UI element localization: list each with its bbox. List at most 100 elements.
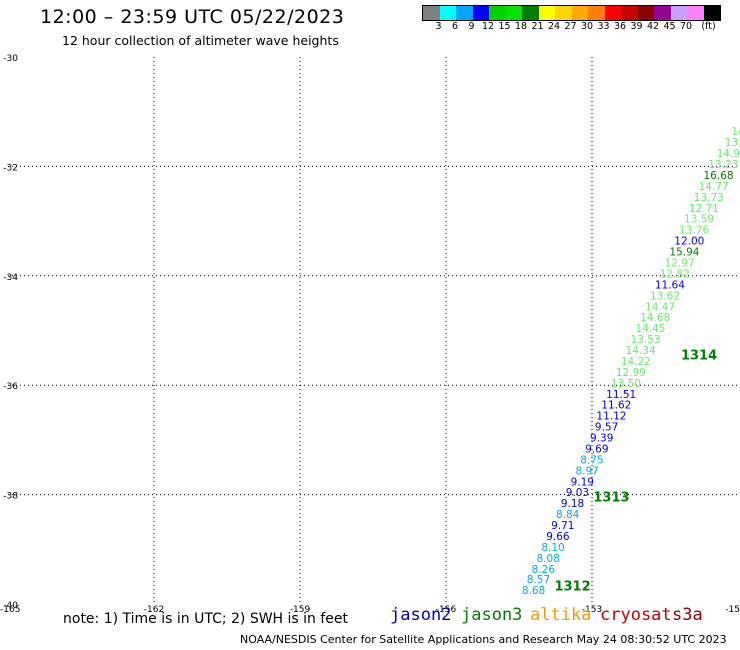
legend-label: 18 [514, 21, 528, 32]
legend-label: 45 [663, 21, 676, 32]
wave-height-value: 12.71 [689, 203, 719, 215]
wave-height-value: 14.77 [699, 181, 729, 193]
wave-height-value: 9.39 [590, 433, 613, 445]
wave-height-value: 8.26 [532, 564, 556, 576]
legend-label: 9 [468, 21, 475, 32]
legend-label: 24 [547, 21, 561, 32]
legend-label: 36 [613, 21, 627, 32]
legend-swatch [621, 6, 638, 20]
legend-swatch [522, 6, 539, 20]
legend-label: 12 [481, 21, 495, 32]
legend-swatch [538, 6, 555, 20]
wave-height-value: 13.50 [611, 378, 641, 390]
legend-label: 30 [580, 21, 594, 32]
lat-tick-label: -36 [3, 382, 18, 392]
wave-height-value: 14.34 [626, 345, 656, 357]
lon-tick-label: -15 [725, 605, 740, 615]
legend-label: 70 [679, 21, 693, 32]
wave-height-value: 11.62 [601, 400, 631, 412]
wave-height-value: 13.73 [694, 192, 724, 204]
mission-jason2: jason2 [390, 605, 452, 625]
wave-height-value: 8.97 [575, 465, 598, 477]
wave-height-value: 14.68 [640, 312, 670, 324]
pass-time-labels: 1312 1313 1314 [554, 348, 717, 594]
wave-height-value: 16.68 [704, 170, 734, 182]
legend-swatch [687, 6, 704, 20]
mission-s3a: s3a [672, 605, 703, 625]
legend-swatch [670, 6, 687, 20]
map-axes: -30 -32 -34 -36 -38 -40-165 -162 -159 -156 -153 -1… [0, 54, 740, 615]
legend-swatch [505, 6, 522, 20]
wave-height-value: 14.22 [621, 356, 651, 368]
legend-swatch [588, 6, 605, 20]
lon-tick-label: -159 [290, 605, 311, 615]
wave-height-value: 9.18 [561, 498, 584, 510]
lat-tick-label: -38 [3, 492, 18, 502]
legend-label: 21 [531, 21, 544, 32]
legend-swatch [423, 6, 440, 20]
wave-height-value: 13.23 [708, 159, 738, 171]
map-grid [8, 57, 738, 604]
wave-height-value: 9.69 [585, 443, 608, 455]
legend-label: 15 [498, 21, 511, 32]
wave-height-value: 12.99 [616, 367, 646, 379]
wave-height-value: 9.71 [551, 520, 574, 532]
lat-tick-label: -30 [3, 54, 18, 64]
lat-tick-label: -32 [3, 163, 18, 173]
footer-credit: NOAA/NESDIS Center for Satellite Applica… [240, 633, 727, 646]
wave-height-value: 12.00 [674, 236, 704, 248]
wave-height-value: 8.75 [580, 454, 603, 466]
legend-swatch [637, 6, 654, 20]
wave-height-value: 9.19 [571, 476, 594, 488]
wave-height-color-legend [422, 5, 721, 21]
wave-height-value: 8.68 [522, 585, 545, 597]
lon-tick-label: -153 [582, 605, 602, 615]
wave-height-value: 13.62 [650, 290, 680, 302]
legend-swatch [654, 6, 671, 20]
legend-labels: 3 6 9 12 15 18 21 24 27 30 33 36 39 42 45 70 (ft) [422, 21, 740, 35]
wave-height-value: 15.94 [669, 247, 699, 259]
wave-height-value: 8.08 [537, 553, 560, 565]
wave-height-value: 13.59 [684, 214, 714, 226]
wave-height-value: 12.82 [660, 268, 690, 280]
legend-label: 3 [435, 21, 442, 32]
wave-height-value: 14 [731, 126, 740, 138]
wave-height-value: 11.64 [655, 279, 685, 291]
legend-label: 42 [646, 21, 660, 32]
wave-height-value: 11.51 [606, 389, 636, 401]
wave-height-value: 12.97 [665, 258, 695, 270]
wave-height-value: 13.76 [679, 225, 709, 237]
wave-height-value: 9.57 [595, 422, 618, 434]
lon-tick-label: -156 [436, 605, 457, 615]
wave-height-value: 8.10 [541, 542, 564, 554]
wave-height-value: 8.57 [527, 574, 550, 586]
legend-swatch [571, 6, 588, 20]
mission-cryosat: cryosat [600, 605, 672, 625]
wave-height-value: 13. [725, 137, 740, 149]
wave-height-value: 11.12 [596, 411, 626, 423]
legend-label: 33 [597, 21, 610, 32]
mission-altika: altika [530, 605, 592, 625]
wave-height-value: 14.47 [645, 301, 675, 313]
legend-label: 6 [451, 21, 459, 32]
wave-height-value: 8.84 [556, 509, 580, 521]
wave-height-value: 13.53 [631, 334, 661, 346]
map-title: 12:00 – 23:59 UTC 05/22/2023 [40, 6, 345, 28]
wave-height-observations: 8.688.578.268.088.109.669.718.849.189.03… [522, 126, 740, 597]
wave-height-value: 9.03 [566, 487, 589, 499]
pass-time-label: 1314 [681, 348, 717, 363]
wave-height-value: 9.66 [546, 531, 570, 543]
legend-swatch [604, 6, 621, 20]
legend-swatch [555, 6, 572, 20]
lat-tick-label: -34 [3, 273, 18, 283]
legend-label: 27 [564, 21, 577, 32]
legend-swatch [489, 6, 506, 20]
mission-jason3: jason3 [461, 605, 523, 625]
lon-tick-label: -165 [0, 605, 20, 615]
legend-swatch [472, 6, 489, 20]
units-note: note: 1) Time is in UTC; 2) SWH is in fe… [63, 611, 349, 627]
lon-tick-label: -162 [144, 605, 164, 615]
pass-time-label: 1313 [593, 491, 629, 506]
legend-swatch [456, 6, 473, 20]
